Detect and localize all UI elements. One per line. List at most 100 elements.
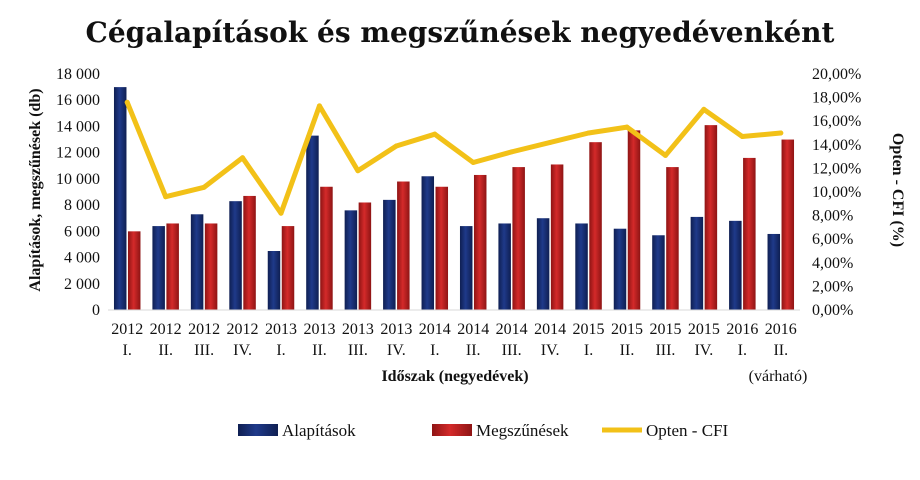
line-point [201,184,207,190]
y2-tick-label: 10,00% [812,184,861,201]
x-tick-quarter: IV. [233,342,252,359]
y-tick-label: 14 000 [56,118,100,135]
x-tick-quarter: I. [276,342,285,359]
bar-alapitasok [421,176,435,310]
line-point [355,168,361,174]
x-tick-quarter: II. [620,342,635,359]
line-point [432,131,438,137]
y2-tick-label: 16,00% [812,113,861,130]
line-point [124,99,130,105]
line-point [624,124,630,130]
bar-megszunesek [358,202,372,310]
legend-label: Megszűnések [476,421,569,440]
y2-tick-label: 4,00% [812,255,853,272]
x-tick-quarter: I. [738,342,747,359]
x-tick-year: 2013 [303,321,335,338]
x-tick-year: 2014 [419,321,451,338]
y2-tick-label: 14,00% [812,137,861,154]
bar-alapitasok [729,220,742,310]
bar-megszunesek [166,223,179,310]
bar-megszunesek [473,174,487,310]
x-tick-year: 2013 [380,321,412,338]
x-tick-year: 2012 [227,321,259,338]
chart-title: Cégalapítások és megszűnések negyedévenk… [86,16,835,49]
x-tick-quarter: II. [466,342,481,359]
x-tick-quarter: IV. [387,342,406,359]
bar-alapitasok [690,216,704,310]
line-point [662,152,668,158]
x-tick-year: 2014 [496,321,528,338]
bar-megszunesek [627,130,641,310]
bar-alapitasok [652,235,665,310]
x-tick-year: 2013 [342,321,374,338]
line-point [586,130,592,136]
y2-tick-label: 0,00% [812,302,853,319]
bars-layer [113,87,795,310]
bar-megszunesek [704,125,718,310]
x-tick-quarter: III. [655,342,675,359]
bar-megszunesek [550,164,564,310]
bar-alapitasok [152,226,165,310]
y-tick-label: 8 000 [64,197,100,214]
x-tick-year: 2015 [688,321,720,338]
line-point [316,103,322,109]
x-axis-title: Időszak (negyedévek) [381,368,528,385]
line-point [701,106,707,112]
line-point [393,143,399,149]
bar-alapitasok [536,218,550,310]
legend-label: Opten - CFI [646,421,729,440]
x-tick-year: 2012 [150,321,182,338]
line-point [278,210,284,216]
bar-alapitasok [113,87,127,310]
line-point [509,149,515,155]
axes-layer: 0 2 000 4 000 6 000 8 000 10 000 12 000 14 000 1… [56,66,861,359]
x-tick-year: 2016 [726,321,758,338]
bar-megszunesek [666,167,679,310]
x-tick-quarter: III. [502,342,522,359]
y2-axis-title: Opten - CFI (%) [889,133,906,247]
bar-alapitasok [459,226,473,310]
bar-alapitasok [767,233,781,310]
y-tick-label: 0 [92,302,100,319]
x-tick-quarter: I. [430,342,439,359]
x-tick-year: 2015 [649,321,681,338]
x-tick-year: 2014 [534,321,566,338]
y2-tick-label: 6,00% [812,231,853,248]
x-tick-year: 2015 [573,321,605,338]
x-tick-quarter: II. [158,342,173,359]
line-point [240,155,246,161]
x-axis-note: (várható) [749,368,808,385]
bar-alapitasok [229,201,242,310]
x-tick-quarter: II. [312,342,327,359]
y2-tick-label: 2,00% [812,278,853,295]
line-point [163,194,169,200]
y-tick-label: 18 000 [56,66,100,83]
x-tick-year: 2012 [111,321,143,338]
line-layer [124,99,784,216]
y2-tick-label: 20,00% [812,66,861,83]
bar-megszunesek [204,223,218,310]
y-tick-label: 12 000 [56,145,100,162]
bar-megszunesek [243,195,256,310]
bar-alapitasok [383,199,396,310]
x-tick-quarter: IV. [694,342,713,359]
bar-alapitasok [498,223,511,310]
bar-megszunesek [435,186,449,310]
x-tick-year: 2016 [765,321,797,338]
y-tick-label: 16 000 [56,92,100,109]
legend-swatch [238,424,278,436]
y-tick-label: 4 000 [64,250,100,267]
bar-megszunesek [320,186,333,310]
bar-megszunesek [127,231,141,310]
bar-alapitasok [575,223,588,310]
x-tick-year: 2014 [457,321,489,338]
legend: Alapítások Megszűnések Opten - CFI [238,421,729,440]
line-point [739,134,745,140]
line-opten-cfi [124,99,784,216]
bar-alapitasok [306,135,319,310]
y2-tick-label: 18,00% [812,90,861,107]
bar-alapitasok [344,210,358,310]
line-point [778,130,784,136]
